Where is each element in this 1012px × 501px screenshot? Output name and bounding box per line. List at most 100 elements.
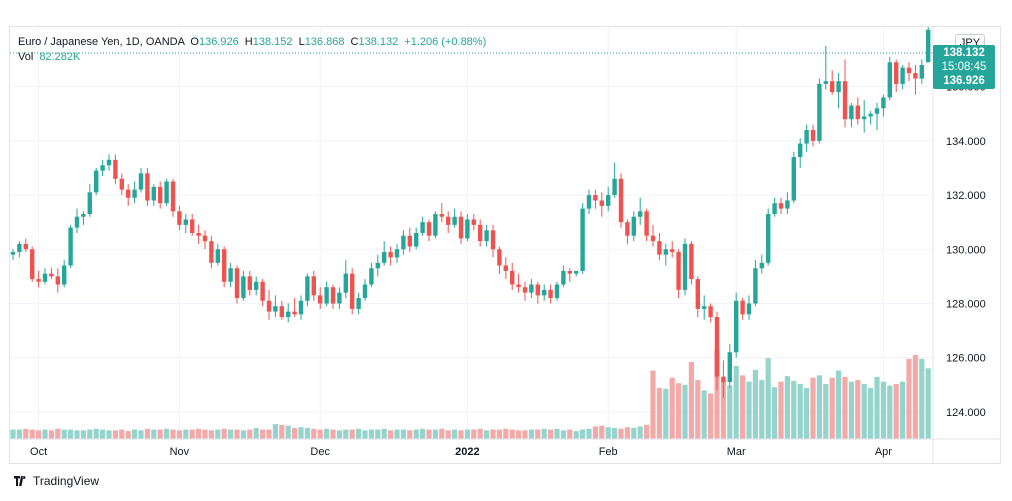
price-axis[interactable]: 124.000 126.000 128.000 130.000 132.000 134.0…: [946, 82, 986, 419]
volume-bar: [439, 428, 445, 439]
candle: [330, 284, 336, 309]
volume-legend: Vol 82.282K: [18, 51, 80, 63]
volume-bar: [260, 429, 266, 439]
volume-bar: [183, 429, 189, 439]
candle-body: [247, 276, 252, 290]
candle-body: [663, 249, 668, 255]
candle-body: [727, 352, 732, 383]
candle: [433, 211, 438, 239]
volume-bar: [912, 354, 918, 439]
candle: [759, 254, 764, 274]
candle-body: [830, 81, 835, 93]
candle-body: [330, 287, 336, 304]
candle: [919, 59, 924, 84]
candle: [574, 270, 579, 277]
volume-bar: [868, 387, 874, 439]
y-tick-label: 124.000: [946, 407, 986, 419]
candle-body: [68, 227, 73, 266]
grid-lines: [10, 27, 933, 439]
candle-body: [49, 273, 54, 277]
candle-body: [874, 108, 880, 114]
candle: [190, 214, 195, 236]
y-tick-label: 130.000: [946, 244, 986, 256]
candle-body: [868, 113, 873, 117]
volume-bar: [93, 428, 99, 439]
candle-body: [126, 189, 131, 198]
candle: [337, 287, 342, 309]
candle: [778, 197, 784, 215]
open-price-value: 136.926: [943, 75, 985, 87]
candle-body: [113, 159, 118, 179]
volume-bar: [752, 369, 758, 439]
candle: [68, 224, 73, 269]
x-tick-label: 2022: [455, 446, 479, 458]
candle: [62, 260, 67, 288]
candle-body: [791, 157, 796, 201]
candle-body: [900, 67, 905, 84]
candle: [618, 173, 624, 228]
candle: [138, 167, 144, 193]
candle: [420, 216, 425, 236]
volume-bar: [407, 430, 413, 439]
candle-body: [586, 195, 592, 209]
candle: [734, 292, 739, 358]
candle-body: [388, 251, 393, 258]
volume-bar: [106, 430, 112, 439]
volume-bars: [10, 349, 931, 439]
volume-bar: [208, 430, 214, 439]
candle: [260, 279, 265, 307]
tradingview-footer[interactable]: TradingView: [14, 474, 99, 488]
candle: [644, 208, 649, 242]
candle-body: [30, 249, 35, 280]
volume-bar: [618, 428, 624, 439]
tradingview-brand: TradingView: [33, 474, 100, 488]
candle-body: [100, 165, 105, 171]
volume-bar: [164, 428, 170, 439]
volume-bar: [624, 427, 630, 439]
candle-body: [215, 249, 220, 263]
candle: [881, 94, 886, 117]
candle: [324, 281, 329, 307]
candle-body: [606, 195, 611, 206]
candle: [721, 360, 726, 399]
candle-body: [561, 270, 566, 285]
volume-bar: [400, 429, 406, 439]
volume-bar: [535, 429, 541, 439]
volume-bar: [484, 430, 490, 439]
candle-body: [458, 216, 464, 239]
candle: [132, 181, 137, 204]
candle: [94, 167, 99, 196]
volume-label[interactable]: Vol: [18, 51, 34, 63]
volume-bar: [580, 429, 586, 439]
candle-body: [337, 292, 342, 304]
candle: [55, 268, 60, 293]
candle-body: [785, 200, 790, 209]
candle-body: [382, 251, 387, 263]
volume-bar: [784, 376, 790, 439]
candle-body: [625, 222, 630, 236]
candle-body: [362, 284, 368, 299]
candle-body: [650, 235, 656, 242]
candle: [234, 265, 240, 304]
candle-body: [503, 265, 508, 271]
candle-body: [567, 270, 572, 274]
volume-bar: [874, 376, 880, 439]
candle: [279, 300, 284, 320]
candle-body: [612, 178, 617, 196]
symbol-title[interactable]: Euro / Japanese Yen, 1D, OANDA: [18, 36, 185, 48]
volume-bar: [176, 430, 182, 439]
candle: [804, 124, 809, 152]
candle: [740, 298, 745, 320]
candle: [87, 184, 92, 217]
x-tick-label: Oct: [30, 446, 47, 458]
time-axis[interactable]: Oct Nov Dec 2022 Feb Mar Apr: [30, 446, 892, 458]
volume-bar: [388, 430, 394, 439]
candle: [766, 208, 771, 266]
volume-bar: [631, 428, 637, 439]
candle-body: [420, 222, 425, 233]
candle-body: [490, 230, 496, 250]
volume-bar: [336, 430, 342, 439]
candle: [830, 70, 835, 95]
candle-body: [260, 281, 265, 301]
